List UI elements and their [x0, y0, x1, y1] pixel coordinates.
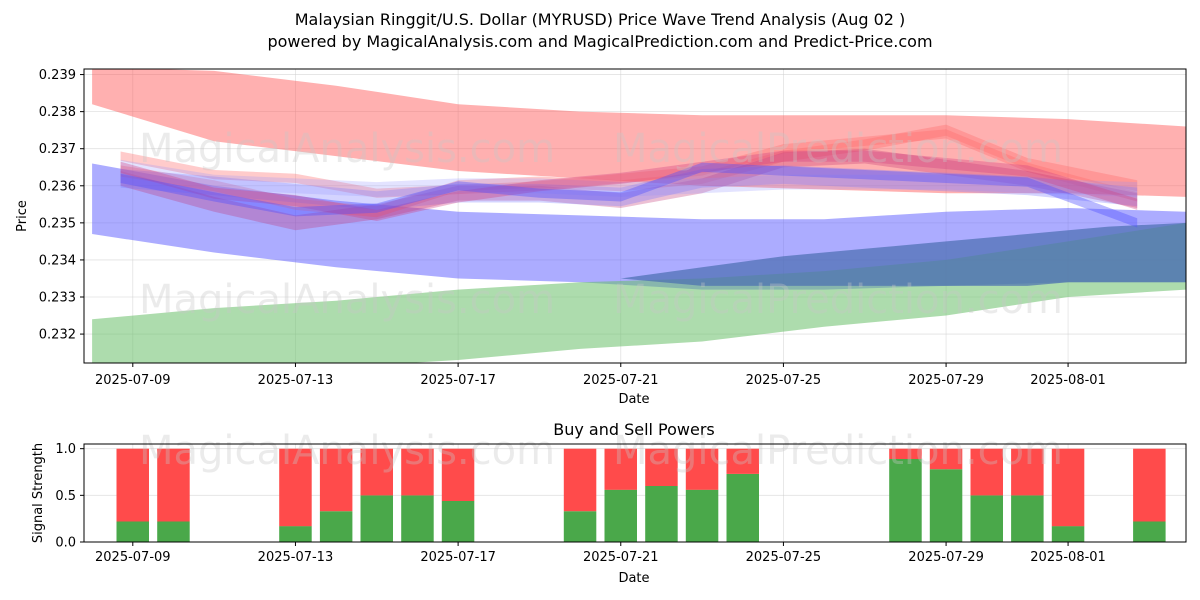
sell-bar-16: [1051, 448, 1085, 527]
price-band-3: [620, 222, 1186, 286]
sell-bar-5: [401, 448, 434, 496]
price-watermarks: MagicalAnalysis.com MagicalPrediction.co…: [139, 126, 1063, 323]
price-xtick-label-3: 2025-07-21: [583, 373, 659, 388]
buy-bar-0: [116, 521, 149, 542]
buy-bar-2: [279, 526, 312, 542]
signal-x-ticks: 2025-07-09 2025-07-13 2025-07-17 2025-07-21…: [95, 542, 1106, 565]
price-y-label: Price: [15, 200, 30, 232]
signal-ytick-label-1: 0.5: [55, 489, 76, 504]
chart-title: Malaysian Ringgit/U.S. Dollar (MYRUSD) P…: [295, 10, 906, 29]
buy-bar-4: [360, 495, 393, 542]
buy-bar-7: [563, 511, 597, 542]
buy-bar-12: [889, 458, 922, 542]
signal-y-ticks: 0.0 0.5 1.0: [55, 442, 84, 551]
buy-bar-6: [441, 500, 475, 542]
price-xtick-label-0: 2025-07-09: [95, 373, 171, 388]
watermark-bottom-left: MagicalAnalysis.com: [139, 428, 555, 474]
buy-bar-5: [401, 495, 434, 542]
signal-xtick-label-6: 2025-08-01: [1030, 550, 1106, 565]
signal-xtick-label-2: 2025-07-17: [420, 550, 496, 565]
signal-plot-frame: [83, 443, 1187, 543]
signal-xtick-label-1: 2025-07-13: [258, 550, 334, 565]
watermark-top-left-1: MagicalAnalysis.com: [139, 126, 555, 172]
sell-bar-15: [1011, 448, 1044, 496]
price-ytick-label-0: 0.232: [39, 328, 76, 343]
buy-bar-10: [685, 489, 719, 542]
signal-xtick-label-4: 2025-07-25: [746, 550, 822, 565]
price-ytick-label-1: 0.233: [39, 291, 76, 306]
watermark-top-right-2: MagicalPrediction.com: [613, 277, 1063, 323]
signal-ytick-label-0: 0.0: [55, 536, 76, 551]
sell-bar-3: [319, 448, 353, 512]
price-xtick-label-6: 2025-08-01: [1030, 373, 1106, 388]
sell-bar-7: [563, 448, 597, 512]
price-wave-4: [120, 159, 1138, 197]
buy-bar-11: [726, 473, 759, 542]
watermark-top-left-2: MagicalAnalysis.com: [139, 277, 555, 323]
price-bands: [92, 69, 1186, 363]
chart-subtitle: powered by MagicalAnalysis.com and Magic…: [267, 32, 932, 51]
price-ytick-label-5: 0.237: [39, 142, 76, 157]
sell-bar-14: [970, 448, 1003, 496]
sell-bar-17: [1133, 448, 1166, 522]
sell-bar-6: [441, 448, 475, 501]
price-x-label: Date: [618, 392, 649, 407]
watermark-bottom-right: MagicalPrediction.com: [613, 428, 1063, 474]
signal-y-label: Signal Strength: [31, 443, 46, 543]
buy-bar-15: [1011, 495, 1044, 542]
price-band-2: [92, 222, 1186, 363]
price-y-ticks: 0.232 0.233 0.234 0.235 0.236 0.237 0.238 0.239: [39, 68, 84, 343]
signal-watermarks: MagicalAnalysis.com MagicalPrediction.co…: [139, 428, 1063, 474]
signal-xtick-label-0: 2025-07-09: [95, 550, 171, 565]
sell-bar-4: [360, 448, 393, 496]
price-wave-6: [120, 162, 1138, 228]
buy-bar-13: [929, 469, 963, 542]
signal-chart-title: Buy and Sell Powers: [553, 420, 715, 439]
signal-bars: [116, 448, 1166, 542]
price-waves: [120, 124, 1138, 231]
sell-bar-0: [116, 448, 149, 522]
sell-bar-10: [685, 448, 719, 490]
price-ytick-label-7: 0.239: [39, 68, 76, 83]
buy-bar-17: [1133, 521, 1166, 542]
buy-bar-3: [319, 511, 353, 542]
sell-bar-9: [645, 448, 678, 486]
sell-bar-1: [157, 448, 190, 522]
price-ytick-label-3: 0.235: [39, 216, 76, 231]
sell-bar-11: [726, 448, 759, 474]
price-ytick-label-6: 0.238: [39, 105, 76, 120]
buy-bar-9: [645, 486, 678, 542]
price-wave-3: [120, 165, 1138, 210]
sell-bar-8: [604, 448, 637, 490]
price-x-ticks: 2025-07-09 2025-07-13 2025-07-17 2025-07-21…: [95, 363, 1106, 388]
price-xtick-label-1: 2025-07-13: [258, 373, 334, 388]
buy-bar-14: [970, 495, 1003, 542]
price-wave-2: [120, 148, 1138, 231]
price-plot-frame: [83, 68, 1187, 364]
price-xtick-label-5: 2025-07-29: [908, 373, 984, 388]
sell-bar-13: [929, 448, 963, 470]
price-ytick-label-2: 0.234: [39, 253, 76, 268]
sell-bar-12: [889, 448, 922, 459]
price-band-0: [92, 69, 1186, 197]
signal-x-label: Date: [618, 571, 649, 586]
watermark-top-right-1: MagicalPrediction.com: [613, 126, 1063, 172]
signal-strength-plot: Buy and Sell Powers MagicalAnalysis.com …: [31, 420, 1187, 586]
buy-bar-1: [157, 521, 190, 542]
buy-bar-16: [1051, 526, 1085, 542]
signal-xtick-label-3: 2025-07-21: [583, 550, 659, 565]
price-wave-plot: MagicalAnalysis.com MagicalPrediction.co…: [15, 68, 1187, 407]
buy-bar-8: [604, 489, 637, 542]
signal-xtick-label-5: 2025-07-29: [908, 550, 984, 565]
sell-bar-2: [279, 448, 312, 527]
signal-ytick-label-2: 1.0: [55, 442, 76, 457]
price-ytick-label-4: 0.236: [39, 179, 76, 194]
price-xtick-label-4: 2025-07-25: [746, 373, 822, 388]
price-xtick-label-2: 2025-07-17: [420, 373, 496, 388]
